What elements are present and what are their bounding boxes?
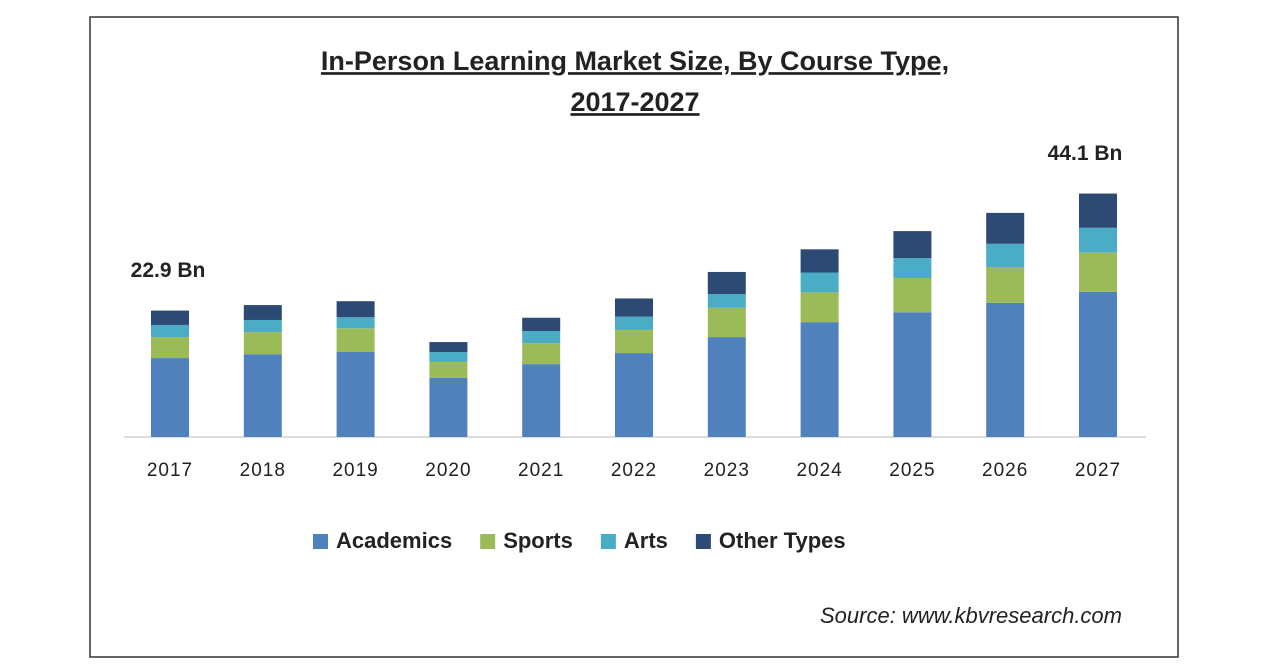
bar-segment bbox=[429, 361, 468, 378]
bar-segment bbox=[336, 351, 375, 437]
bar-segment bbox=[429, 351, 468, 362]
bar-segment bbox=[707, 271, 746, 295]
bar-segment bbox=[522, 317, 561, 332]
x-tick-label: 2020 bbox=[425, 460, 471, 481]
legend-label: Other Types bbox=[719, 528, 846, 553]
bar-segment bbox=[243, 332, 282, 355]
bar-segment bbox=[1079, 291, 1117, 437]
bar-segment bbox=[151, 337, 189, 359]
bar-segment bbox=[1079, 252, 1117, 292]
x-tick-label: 2019 bbox=[332, 460, 378, 481]
bar-segment bbox=[1079, 227, 1117, 253]
bar-segment bbox=[151, 324, 189, 338]
bar-segment bbox=[800, 272, 839, 293]
x-tick-label: 2018 bbox=[240, 460, 286, 481]
source: Source: www.kbvresearch.com bbox=[820, 603, 1122, 628]
bar-segment bbox=[336, 328, 375, 352]
bar-segment bbox=[986, 212, 1025, 244]
bar-segment bbox=[243, 305, 282, 320]
legend-swatch bbox=[695, 534, 711, 549]
x-tick-label: 2023 bbox=[704, 460, 750, 481]
annotation: 44.1 Bn bbox=[1048, 142, 1123, 165]
bar-segment bbox=[243, 354, 282, 437]
bar-segment bbox=[522, 331, 561, 344]
bar-segment bbox=[615, 329, 653, 354]
bar-segment bbox=[151, 310, 189, 325]
x-tick-label: 2026 bbox=[982, 460, 1028, 481]
bar-segment bbox=[615, 316, 653, 330]
bar-segment bbox=[615, 353, 653, 437]
bar-segment bbox=[893, 231, 932, 259]
bar-segment bbox=[800, 249, 839, 273]
bar-segment bbox=[336, 301, 375, 318]
bar-segment bbox=[893, 258, 932, 279]
bar-segment bbox=[707, 307, 746, 338]
bar-segment bbox=[522, 364, 561, 437]
x-tick-label: 2025 bbox=[889, 460, 935, 481]
x-tick-label: 2021 bbox=[518, 460, 564, 481]
x-tick-label: 2022 bbox=[611, 460, 657, 481]
legend-swatch bbox=[480, 534, 496, 549]
legend-label: Arts bbox=[624, 528, 668, 553]
chart-title: In-Person Learning Market Size, By Cours… bbox=[321, 46, 949, 76]
legend-label: Academics bbox=[336, 528, 452, 553]
bar-segment bbox=[1079, 193, 1117, 228]
annotation: 22.9 Bn bbox=[131, 259, 206, 282]
bar-segment bbox=[429, 377, 468, 437]
bar-segment bbox=[429, 342, 468, 352]
bar-segment bbox=[707, 294, 746, 308]
x-tick-label: 2017 bbox=[147, 460, 193, 481]
x-tick-label: 2027 bbox=[1075, 460, 1121, 481]
chart-title: 2017-2027 bbox=[570, 87, 699, 117]
bar-segment bbox=[243, 319, 282, 333]
bar-segment bbox=[893, 278, 932, 313]
bar-segment bbox=[986, 302, 1025, 437]
bar-segment bbox=[986, 266, 1025, 303]
bar-segment bbox=[800, 322, 839, 437]
bar-segment bbox=[522, 343, 561, 365]
bar-segment bbox=[800, 292, 839, 323]
legend-swatch bbox=[600, 534, 616, 549]
legend-label: Sports bbox=[503, 528, 573, 553]
legend-swatch bbox=[313, 534, 328, 549]
bar-segment bbox=[615, 298, 653, 317]
x-tick-label: 2024 bbox=[796, 460, 842, 481]
bar-segment bbox=[336, 317, 375, 329]
bar-segment bbox=[986, 243, 1025, 267]
bar-segment bbox=[151, 358, 189, 437]
bar-segment bbox=[893, 312, 932, 437]
bar-segment bbox=[707, 337, 746, 437]
